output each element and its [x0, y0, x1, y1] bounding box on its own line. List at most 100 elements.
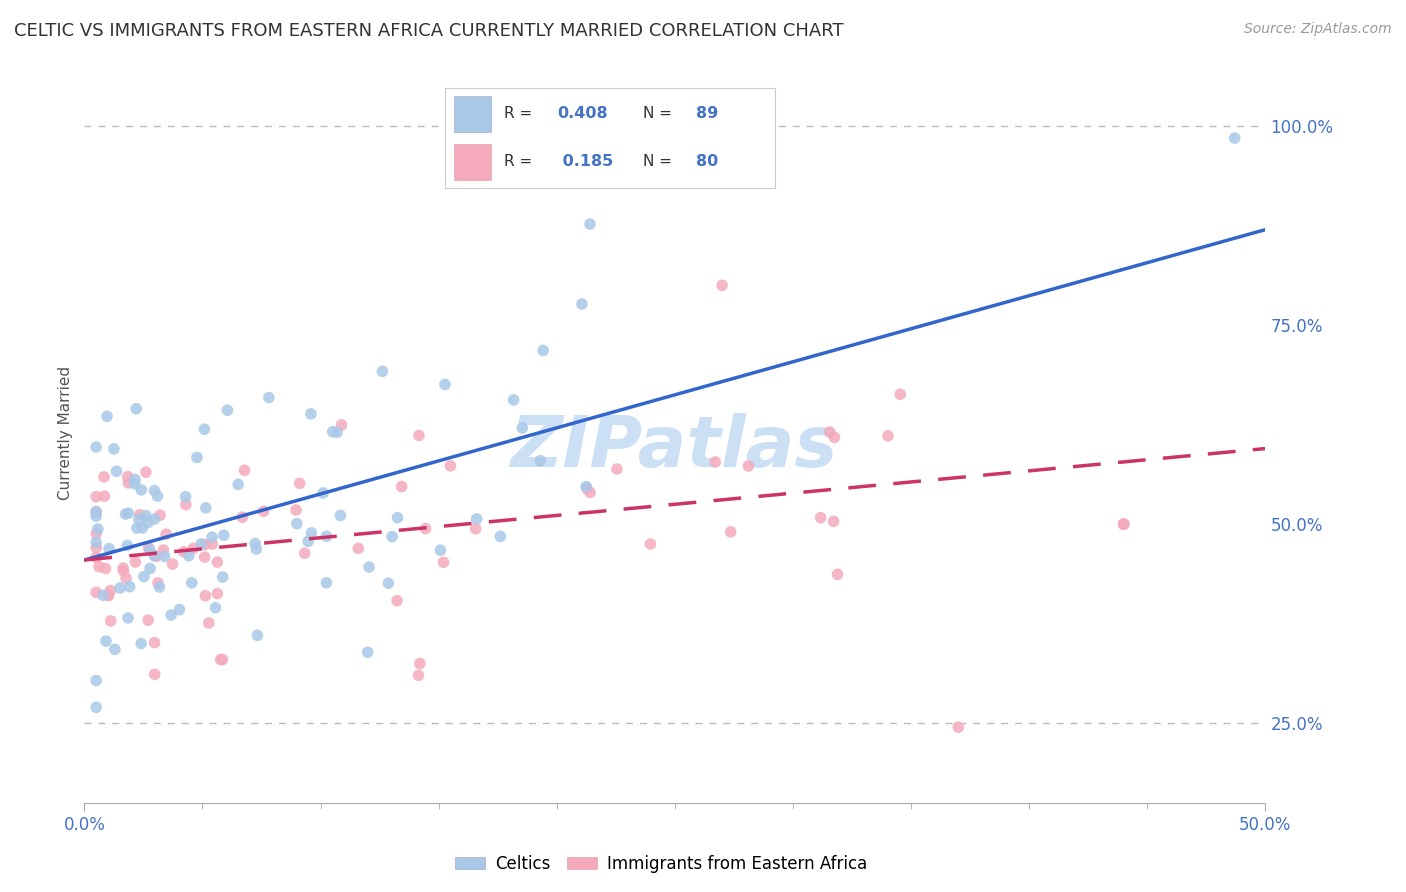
Text: Source: ZipAtlas.com: Source: ZipAtlas.com	[1244, 22, 1392, 37]
Point	[139, 561, 162, 575]
Point	[131, 521, 153, 535]
Point	[160, 607, 183, 622]
Point	[131, 483, 153, 497]
Point	[84, 541, 107, 555]
Point	[948, 720, 970, 734]
Point	[877, 428, 900, 442]
Point	[381, 530, 404, 544]
Point	[285, 516, 308, 531]
Point	[211, 652, 233, 666]
Point	[143, 512, 166, 526]
Point	[84, 585, 107, 599]
Point	[97, 589, 120, 603]
Point	[391, 479, 413, 493]
Point	[100, 583, 122, 598]
Point	[212, 528, 235, 542]
Point	[640, 537, 662, 551]
Point	[1112, 517, 1135, 532]
Point	[704, 455, 727, 469]
Point	[371, 364, 394, 378]
Point	[408, 668, 430, 682]
Point	[330, 417, 353, 432]
Point	[889, 387, 911, 401]
Point	[190, 537, 212, 551]
Point	[103, 442, 125, 456]
Point	[135, 508, 157, 523]
Point	[824, 430, 846, 444]
Point	[510, 421, 533, 435]
Point	[297, 534, 319, 549]
Point	[143, 549, 166, 563]
Point	[100, 614, 122, 628]
Point	[117, 611, 139, 625]
Point	[408, 428, 430, 442]
Point	[155, 527, 177, 541]
Point	[606, 462, 628, 476]
Point	[322, 425, 344, 439]
Point	[108, 581, 131, 595]
Point	[132, 569, 155, 583]
Point	[128, 512, 150, 526]
Point	[579, 485, 602, 500]
Point	[409, 657, 432, 671]
Point	[93, 489, 115, 503]
Point	[347, 541, 370, 556]
Point	[84, 535, 107, 549]
Point	[432, 555, 454, 569]
Point	[174, 498, 197, 512]
Point	[711, 278, 734, 293]
Point	[429, 543, 451, 558]
Point	[91, 588, 114, 602]
Point	[98, 541, 121, 556]
Point	[204, 600, 226, 615]
Point	[125, 401, 148, 416]
Point	[810, 510, 832, 524]
Point	[124, 477, 146, 491]
Point	[94, 634, 117, 648]
Point	[464, 522, 486, 536]
Point	[201, 530, 224, 544]
Point	[84, 505, 107, 519]
Point	[233, 463, 256, 477]
Point	[146, 575, 169, 590]
Y-axis label: Currently Married: Currently Married	[58, 366, 73, 500]
Point	[465, 512, 488, 526]
Point	[105, 464, 128, 478]
Point	[162, 557, 184, 571]
Point	[153, 549, 176, 564]
Point	[356, 645, 378, 659]
Point	[571, 297, 593, 311]
Point	[827, 567, 849, 582]
Point	[529, 454, 551, 468]
Point	[94, 561, 117, 575]
Point	[136, 516, 159, 530]
Text: CELTIC VS IMMIGRANTS FROM EASTERN AFRICA CURRENTLY MARRIED CORRELATION CHART: CELTIC VS IMMIGRANTS FROM EASTERN AFRICA…	[14, 22, 844, 40]
Point	[87, 559, 110, 574]
Point	[152, 543, 174, 558]
Point	[183, 541, 205, 556]
Point	[194, 550, 217, 565]
Point	[114, 507, 136, 521]
Point	[117, 538, 139, 552]
Point	[146, 489, 169, 503]
Point	[579, 217, 602, 231]
Point	[531, 343, 554, 358]
Point	[84, 504, 107, 518]
Point	[96, 409, 118, 424]
Point	[231, 510, 253, 524]
Point	[148, 580, 170, 594]
Point	[245, 541, 267, 556]
Point	[818, 425, 841, 439]
Point	[209, 652, 232, 666]
Point	[177, 549, 200, 563]
Point	[246, 628, 269, 642]
Point	[104, 642, 127, 657]
Point	[439, 458, 461, 473]
Point	[143, 667, 166, 681]
Point	[387, 510, 409, 524]
Point	[201, 537, 224, 551]
Point	[125, 521, 148, 535]
Point	[180, 575, 202, 590]
Legend: Celtics, Immigrants from Eastern Africa: Celtics, Immigrants from Eastern Africa	[449, 848, 873, 880]
Point	[288, 476, 311, 491]
